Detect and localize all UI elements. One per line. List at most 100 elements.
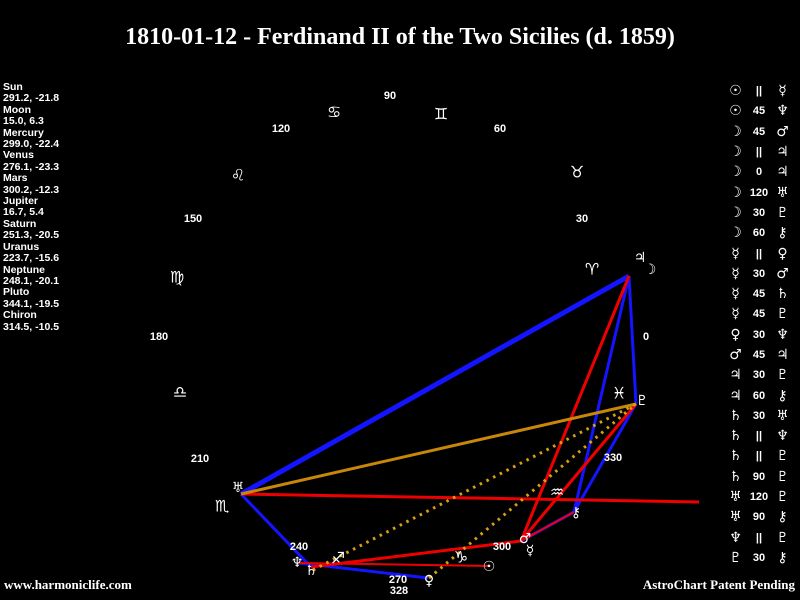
aspect-row: ☿ 45 ♇ (727, 304, 797, 324)
moon-icon: ☽ (729, 144, 742, 161)
sign-glyph-capricorn-icon: ♑ (453, 547, 469, 567)
aspect-line-blue (572, 403, 638, 513)
aspect-row: ♄ 90 ♇ (727, 467, 797, 487)
planet-coordinates: 248.1, -20.1 (3, 274, 60, 287)
planet-glyph-mars-icon: ♂ (518, 531, 532, 547)
aspect-angle: 90 (752, 470, 766, 483)
degree-label: 240 (289, 541, 309, 553)
aspect-row: ☽ 60 ⚷ (727, 223, 797, 243)
degree-label: 328 (389, 585, 409, 597)
moon-icon: ☽ (729, 204, 742, 221)
pluto-icon: ♇ (776, 448, 789, 465)
sign-glyph-libra-icon: ♎ (172, 382, 188, 402)
sun-icon: ☉ (729, 83, 742, 100)
aspect-angle: 30 (752, 409, 766, 422)
aspect-angle: 120 (749, 491, 769, 504)
uranus-icon: ♅ (729, 489, 742, 506)
aspect-row: ♂ 45 ♃ (727, 345, 797, 365)
page-title: 1810-01-12 - Ferdinand II of the Two Sic… (125, 24, 675, 50)
aspect-row: ♇ 30 ⚷ (727, 548, 797, 568)
aspect-row: ♅ 90 ⚷ (727, 507, 797, 527)
website-url: www.harmoniclife.com (4, 577, 132, 592)
aspect-angle: 30 (752, 551, 766, 564)
venus-icon: ♀ (777, 245, 788, 262)
mars-icon: ♂ (776, 265, 789, 282)
jupiter-icon: ♃ (776, 164, 789, 181)
aspect-row: ♄ || ♇ (727, 446, 797, 466)
neptune-icon: ♆ (729, 529, 742, 546)
aspect-angle: 60 (752, 389, 766, 402)
uranus-icon: ♅ (776, 407, 789, 424)
aspect-angle: 90 (752, 511, 766, 524)
aspect-angle: || (755, 531, 763, 544)
planet-coordinates: 223.7, -15.6 (3, 252, 60, 265)
planet-glyph-moon-icon: ☽ (643, 262, 657, 278)
mercury-icon: ☿ (778, 83, 787, 100)
aspect-line-gold_dotted (312, 402, 637, 572)
planet-coordinates: 251.3, -20.5 (3, 229, 60, 242)
degree-label: 300 (492, 541, 512, 553)
jupiter-icon: ♃ (776, 347, 789, 363)
aspect-angle: 45 (752, 125, 766, 138)
planet-glyph-jupiter-icon: ♃ (633, 250, 647, 266)
aspect-angle: 45 (752, 288, 766, 301)
aspect-angle: 30 (752, 206, 766, 219)
degree-label: 60 (493, 123, 507, 135)
planet-coordinates: 291.2, -21.8 (3, 92, 60, 105)
planet-coordinates: 300.2, -12.3 (3, 183, 60, 196)
planet-position-panel: Sun 291.2, -21.8 Moon 15.0, 6.3 Mercury 299.0… (3, 81, 60, 333)
aspect-list-panel: ☉ || ☿ ☉ 45 ♆ ☽ 45 ♂ ☽ || ♃ ☽ 0 ♃ ☽ 120 ♅ ☽ 30 ♇ ☽ 60 ⚷ ☿ || ♀ ☿ 30 ♂… (727, 81, 797, 568)
aspect-angle: || (755, 450, 763, 463)
aspect-line-red (310, 539, 522, 569)
aspect-row: ☽ 120 ♅ (727, 182, 797, 202)
aspect-line-red (240, 492, 700, 504)
aspect-line-blue (572, 275, 631, 513)
sign-glyph-sagittarius-icon: ♐ (330, 548, 346, 568)
aspect-angle: || (755, 430, 763, 443)
aspect-row: ♄ || ♆ (727, 426, 797, 446)
neptune-icon: ♆ (776, 428, 789, 445)
planet-coordinates: 15.0, 6.3 (3, 115, 44, 128)
sign-glyph-leo-icon: ♌ (230, 165, 246, 185)
degree-label: 0 (642, 331, 650, 343)
aspect-row: ♅ 120 ♇ (727, 487, 797, 507)
degree-label: 270 (388, 574, 408, 586)
aspect-row: ♃ 30 ♇ (727, 365, 797, 385)
uranus-icon: ♅ (729, 509, 742, 526)
sign-glyph-cancer-icon: ♋ (326, 102, 342, 122)
degree-label: 120 (271, 123, 291, 135)
aspect-row: ♆ || ♇ (727, 528, 797, 548)
planet-name: Mercury (3, 126, 44, 139)
planet-coordinates: 314.5, -10.5 (3, 320, 60, 333)
planet-coordinates: 299.0, -22.4 (3, 138, 60, 151)
planet-glyph-venus-icon: ♀ (423, 573, 435, 589)
mercury-icon: ☿ (731, 265, 740, 282)
planet-glyph-mercury-icon: ☿ (525, 543, 535, 559)
saturn-icon: ♄ (729, 448, 742, 465)
saturn-icon: ♄ (729, 407, 742, 424)
aspect-angle: 120 (749, 186, 769, 199)
planet-name: Sun (3, 81, 23, 93)
jupiter-icon: ♃ (776, 144, 789, 161)
aspect-line-blue (239, 492, 313, 569)
planet-name: Saturn (3, 217, 37, 230)
planet-name: Jupiter (3, 195, 39, 208)
mars-icon: ♂ (776, 123, 789, 140)
mercury-icon: ☿ (731, 306, 740, 323)
chiron-icon: ⚷ (777, 549, 788, 566)
moon-icon: ☽ (729, 225, 742, 242)
pluto-icon: ♇ (776, 306, 789, 323)
pluto-icon: ♇ (776, 367, 789, 384)
aspect-angle: || (755, 85, 763, 98)
aspect-row: ♀ 30 ♆ (727, 325, 797, 345)
aspect-line-red (298, 562, 490, 567)
neptune-icon: ♆ (776, 326, 789, 343)
planet-name: Moon (3, 103, 31, 116)
planet-glyph-saturn-icon: ♄ (304, 563, 318, 579)
aspect-angle: 60 (752, 227, 766, 240)
aspect-angle: || (755, 146, 763, 159)
aspect-angle: 30 (752, 328, 766, 341)
saturn-icon: ♄ (729, 468, 742, 485)
aspect-row: ♃ 60 ⚷ (727, 385, 797, 405)
